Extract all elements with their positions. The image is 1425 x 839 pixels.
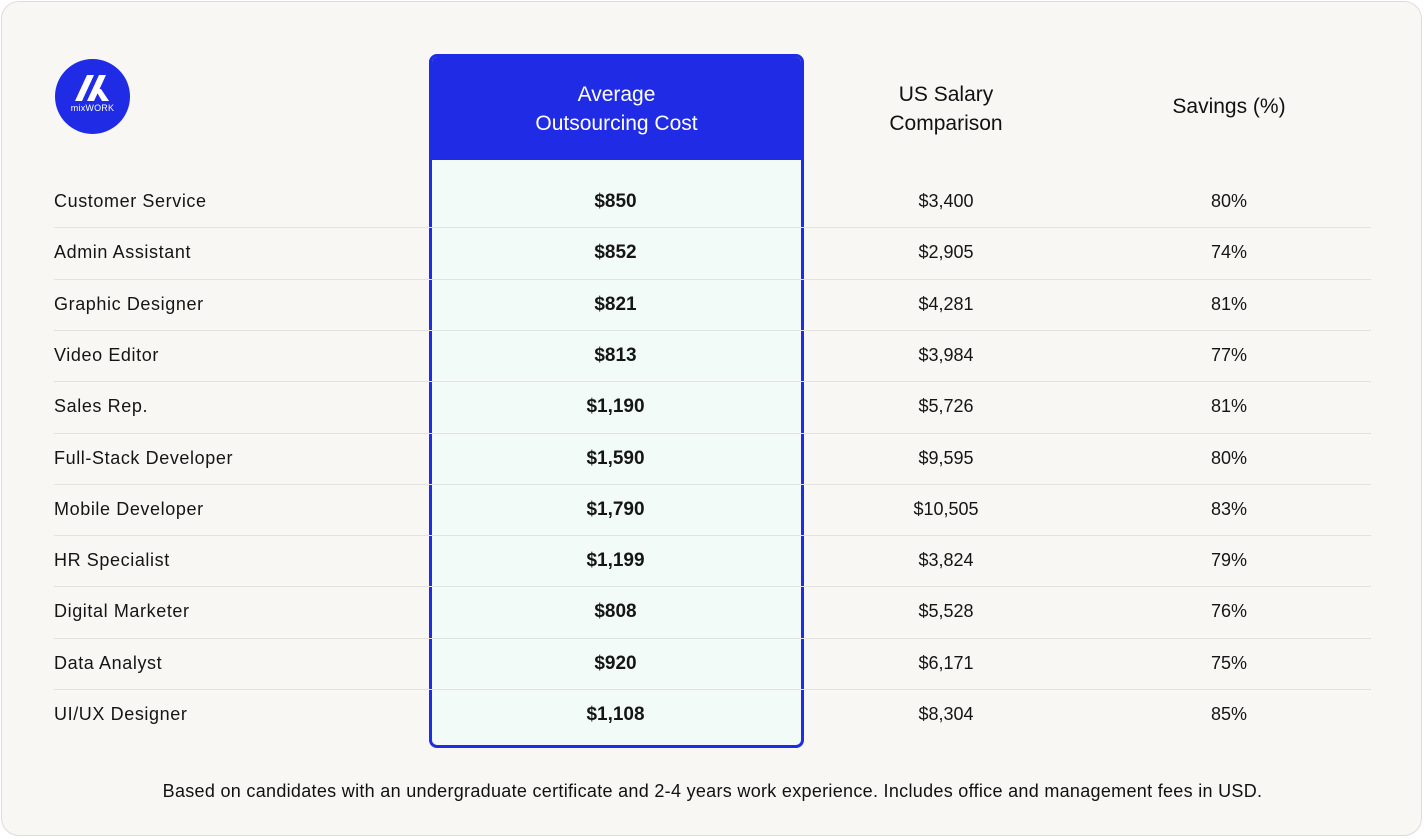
outsourcing-cost-cell: $850 [594, 191, 637, 212]
highlight-column [429, 54, 804, 748]
us-salary-cell: $3,400 [918, 191, 974, 211]
outsourcing-cost-cell: $1,790 [586, 499, 645, 520]
row-divider [54, 638, 1371, 639]
row-divider [54, 279, 1371, 280]
logo-wordmark: mixWORK [70, 103, 115, 113]
us-salary-cell: $6,171 [918, 653, 974, 673]
row-divider [54, 227, 1371, 228]
us-salary-cell: $4,281 [918, 294, 974, 314]
us-salary-cell: $10,505 [913, 499, 979, 519]
mixwork-logo-mark-icon [75, 75, 109, 101]
role-cell: Full-Stack Developer [54, 448, 234, 468]
us-salary-cell: $5,528 [918, 601, 974, 621]
row-divider [54, 484, 1371, 485]
savings-cell: 80% [1210, 191, 1248, 211]
savings-cell: 85% [1210, 704, 1248, 724]
role-cell: Digital Marketer [54, 601, 190, 621]
us-salary-cell: $5,726 [918, 396, 974, 416]
footnote: Based on candidates with an undergraduat… [162, 781, 1263, 801]
role-cell: Admin Assistant [54, 242, 192, 262]
header-us-salary: US Salary Comparison [889, 83, 1003, 135]
savings-cell: 74% [1210, 242, 1248, 262]
outsourcing-cost-cell: $1,590 [586, 448, 645, 469]
table-row: Digital Marketer $808 $5,528 76% [54, 586, 1371, 637]
table-row: Mobile Developer $1,790 $10,505 83% [54, 484, 1371, 535]
table-row: Sales Rep. $1,190 $5,726 81% [54, 381, 1371, 432]
table-row: Admin Assistant $852 $2,905 74% [54, 227, 1371, 278]
role-cell: HR Specialist [54, 550, 170, 570]
savings-cell: 76% [1210, 601, 1248, 621]
table-row: Video Editor $813 $3,984 77% [54, 330, 1371, 381]
table-row: HR Specialist $1,199 $3,824 79% [54, 535, 1371, 586]
table-row: Graphic Designer $821 $4,281 81% [54, 279, 1371, 330]
highlight-column-header [432, 57, 801, 160]
table-row: Data Analyst $920 $6,171 75% [54, 638, 1371, 689]
role-cell: Graphic Designer [54, 294, 204, 314]
outsourcing-cost-cell: $920 [594, 653, 637, 674]
savings-cell: 83% [1210, 499, 1248, 519]
row-divider [54, 330, 1371, 331]
role-cell: Customer Service [54, 191, 207, 211]
table-row: Full-Stack Developer $1,590 $9,595 80% [54, 433, 1371, 484]
savings-cell: 79% [1210, 550, 1248, 570]
header-outsourcing-cost: Average Outsourcing Cost [535, 83, 698, 135]
savings-cell: 81% [1210, 396, 1248, 416]
savings-cell: 80% [1210, 448, 1248, 468]
role-cell: Sales Rep. [54, 396, 149, 416]
outsourcing-cost-cell: $1,108 [586, 704, 645, 725]
role-cell: Data Analyst [54, 653, 163, 673]
row-divider [54, 586, 1371, 587]
mixwork-logo: mixWORK [55, 59, 130, 134]
table-row: UI/UX Designer $1,108 $8,304 85% [54, 689, 1371, 740]
table-row: Customer Service $850 $3,400 80% [54, 176, 1371, 227]
outsourcing-cost-cell: $1,190 [586, 396, 645, 417]
outsourcing-cost-cell: $821 [594, 294, 637, 315]
header-savings: Savings (%) [1172, 95, 1286, 118]
savings-cell: 75% [1210, 653, 1248, 673]
outsourcing-cost-cell: $1,199 [586, 550, 645, 571]
us-salary-cell: $2,905 [918, 242, 974, 262]
role-cell: Mobile Developer [54, 499, 204, 519]
us-salary-cell: $9,595 [918, 448, 974, 468]
us-salary-cell: $3,824 [918, 550, 974, 570]
outsourcing-cost-cell: $852 [594, 242, 637, 263]
outsourcing-cost-cell: $813 [594, 345, 637, 366]
savings-cell: 77% [1210, 345, 1248, 365]
row-divider [54, 535, 1371, 536]
outsourcing-cost-cell: $808 [594, 601, 637, 622]
role-cell: UI/UX Designer [54, 704, 188, 724]
row-divider [54, 433, 1371, 434]
savings-cell: 81% [1210, 294, 1248, 314]
row-divider [54, 381, 1371, 382]
us-salary-cell: $8,304 [918, 704, 974, 724]
role-cell: Video Editor [54, 345, 159, 365]
row-divider [54, 689, 1371, 690]
us-salary-cell: $3,984 [918, 345, 974, 365]
